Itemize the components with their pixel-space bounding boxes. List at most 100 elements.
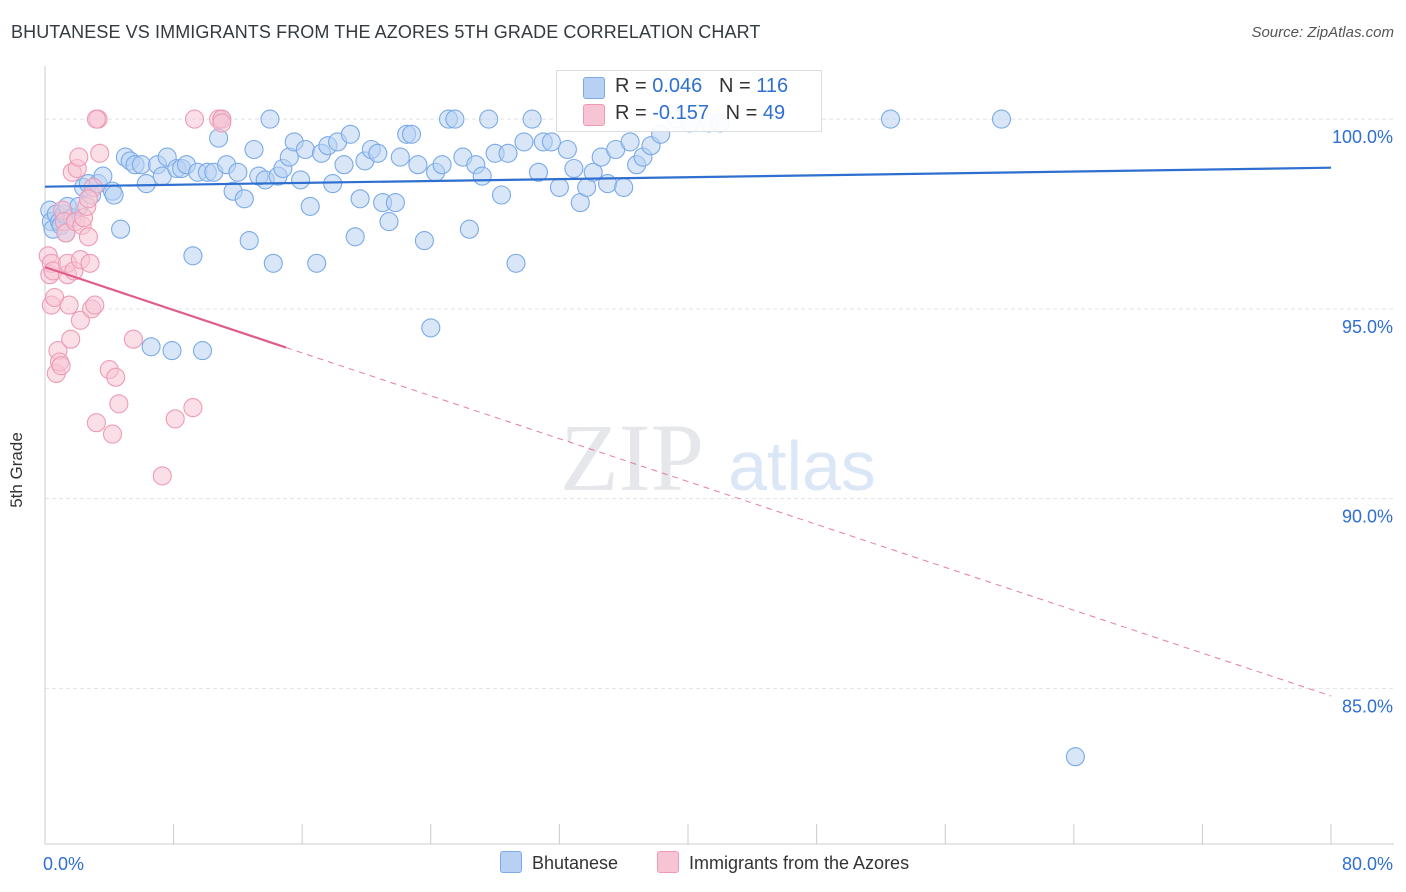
data-point (86, 109, 106, 129)
data-point (340, 124, 360, 144)
data-point (506, 253, 526, 273)
data-point (165, 409, 185, 429)
legend-swatch-azores (657, 851, 679, 873)
stats-swatch-bhutanese (583, 77, 605, 99)
stats-n-label: N = (718, 75, 757, 97)
data-point (549, 177, 569, 197)
watermark: ZIP atlas (560, 404, 876, 511)
data-point (385, 193, 405, 213)
stats-n-label: N = (725, 102, 763, 124)
data-point (295, 139, 315, 160)
data-point (1065, 747, 1085, 767)
data-point (522, 109, 542, 129)
data-point (291, 170, 311, 190)
data-point (472, 166, 492, 186)
data-point (106, 367, 126, 387)
stats-r-value: 0.046 (652, 75, 703, 97)
data-point (78, 227, 98, 247)
data-point (234, 189, 254, 209)
chart-title: BHUTANESE VS IMMIGRANTS FROM THE AZORES … (11, 22, 761, 42)
data-point (136, 174, 156, 194)
data-point (212, 113, 232, 133)
data-point (408, 155, 428, 175)
data-point (183, 246, 203, 266)
data-point (379, 212, 399, 232)
y-tick-label-0: 100.0% (1332, 127, 1393, 147)
trend-line-azores (44, 266, 287, 349)
data-point (141, 337, 161, 357)
x-tick-label-1: 80.0% (1342, 854, 1393, 874)
trend-line-azores-extension (285, 347, 1332, 697)
legend-label-bhutanese: Bhutanese (532, 853, 619, 873)
data-point (300, 196, 320, 216)
axes (44, 66, 1394, 845)
tick-labels: 100.0% 95.0% 90.0% 85.0% 0.0% 80.0% (43, 127, 1393, 874)
data-point (345, 227, 365, 247)
data-point (123, 329, 143, 349)
data-point (479, 109, 499, 129)
data-point (78, 189, 98, 209)
data-point (564, 158, 584, 179)
data-point (263, 253, 283, 273)
data-point (620, 132, 640, 152)
data-point (491, 185, 512, 205)
data-point (86, 413, 106, 433)
data-point (445, 109, 465, 129)
data-point (414, 231, 434, 251)
y-tick-label-3: 85.0% (1342, 696, 1393, 716)
data-point (880, 109, 901, 129)
data-point (109, 394, 129, 414)
stats-box: R = 0.046 N = 116 R = -0.157 N = 49 (556, 70, 822, 132)
watermark-zip: ZIP (560, 404, 704, 511)
data-point (104, 185, 124, 205)
source-label: Source: ZipAtlas.com (1251, 24, 1394, 41)
data-point (111, 219, 131, 239)
data-point (334, 155, 354, 175)
y-tick-label-1: 95.0% (1342, 317, 1393, 337)
data-point (192, 341, 213, 361)
data-point (131, 155, 151, 175)
data-point (421, 318, 441, 338)
data-point (583, 162, 603, 182)
x-tick-label-0: 0.0% (43, 854, 84, 874)
stats-swatch-azores (583, 104, 605, 126)
legend-label-azores: Immigrants from the Azores (689, 853, 910, 873)
data-point (498, 143, 518, 163)
legend-swatch-bhutanese (500, 851, 522, 873)
data-point (401, 124, 422, 144)
series-azores (38, 109, 232, 486)
watermark-atlas: atlas (728, 427, 876, 505)
stats-r-label: R = (615, 75, 653, 97)
data-point (432, 155, 452, 175)
data-point (184, 109, 205, 129)
trend-lines (44, 166, 1332, 697)
stats-n-value: 49 (762, 102, 786, 124)
stats-r-label: R = (615, 102, 653, 124)
data-point (69, 147, 89, 167)
data-point (102, 424, 123, 444)
stats-r-value: -0.157 (652, 102, 709, 124)
data-point (183, 398, 203, 418)
data-point (260, 109, 280, 129)
data-point (59, 295, 79, 315)
data-point (368, 143, 388, 163)
data-point (228, 162, 248, 182)
data-point (459, 219, 479, 239)
data-point (557, 139, 577, 160)
data-point (80, 253, 100, 273)
data-points (38, 109, 1085, 767)
data-point (614, 177, 634, 197)
data-point (61, 329, 81, 349)
data-point (51, 356, 71, 376)
stats-n-value: 116 (756, 75, 789, 97)
data-point (85, 295, 105, 315)
data-point (244, 139, 264, 160)
data-point (239, 231, 259, 251)
data-point (514, 132, 534, 152)
data-point (390, 147, 410, 167)
legend-item-bhutanese[interactable]: Bhutanese (500, 851, 618, 874)
data-point (528, 162, 549, 182)
legend-item-azores[interactable]: Immigrants from the Azores (657, 851, 909, 874)
data-point (70, 310, 90, 330)
